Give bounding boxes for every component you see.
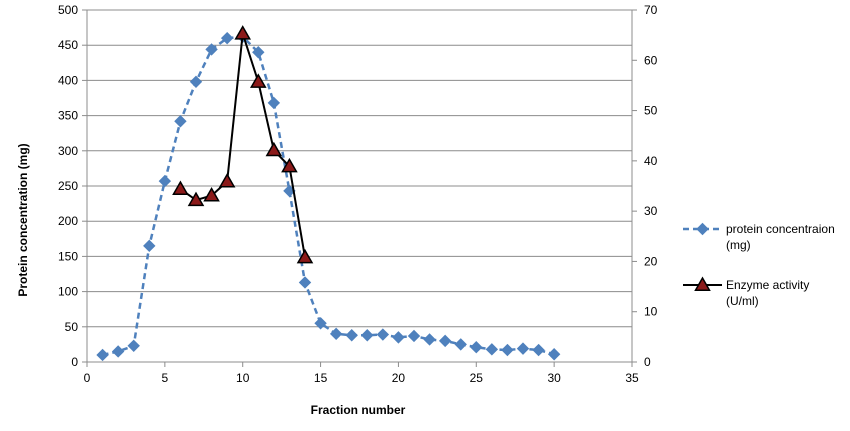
data-point xyxy=(407,329,421,343)
y-tick-label: 500 xyxy=(58,3,78,17)
y-tick-label: 100 xyxy=(58,285,78,299)
series-enzyme xyxy=(172,25,314,264)
data-point xyxy=(392,331,405,344)
series-layer xyxy=(96,25,561,362)
x-tick-label: 10 xyxy=(236,371,250,385)
data-point xyxy=(470,341,483,354)
y-tick-label: 450 xyxy=(58,38,78,52)
legend-item-protein: protein concentraion (mg) xyxy=(683,222,835,252)
data-point xyxy=(281,157,298,173)
data-point xyxy=(205,43,218,56)
data-point xyxy=(298,276,312,289)
data-point xyxy=(345,329,358,342)
data-point xyxy=(172,180,189,196)
data-point xyxy=(454,338,467,351)
gridlines xyxy=(87,9,632,328)
data-point xyxy=(532,343,545,357)
y-tick-label: 0 xyxy=(71,355,78,369)
series-protein xyxy=(96,30,561,362)
y-tick-label: 200 xyxy=(58,214,78,228)
x-tick-label: 15 xyxy=(314,371,328,385)
data-point xyxy=(296,248,314,264)
y2-tick-label: 70 xyxy=(644,3,658,17)
data-point xyxy=(252,46,265,59)
legend-label: Enzyme activity xyxy=(726,278,809,292)
data-point xyxy=(127,339,140,353)
data-point xyxy=(220,31,234,45)
y-tick-label: 250 xyxy=(58,179,78,193)
legend-label: (U/ml) xyxy=(726,294,759,308)
y2-tick-label: 20 xyxy=(644,254,658,268)
legend-label: (mg) xyxy=(726,238,751,252)
x-tick-label: 0 xyxy=(84,371,91,385)
data-point xyxy=(189,75,203,89)
data-point xyxy=(265,141,283,157)
x-tick-label: 5 xyxy=(162,371,169,385)
y2-tick-label: 0 xyxy=(644,355,651,369)
data-point xyxy=(694,276,711,291)
y2-tick-label: 40 xyxy=(644,154,658,168)
data-point xyxy=(361,329,374,342)
data-point xyxy=(249,73,267,88)
y2-axis-ticks: 0 10 20 30 40 50 60 70 xyxy=(632,3,658,369)
legend: protein concentraion (mg) Enzyme activity (… xyxy=(683,222,835,308)
x-tick-label: 20 xyxy=(392,371,406,385)
x-axis-title: Fraction number xyxy=(311,403,406,417)
y2-tick-label: 50 xyxy=(644,104,658,118)
x-tick-label: 35 xyxy=(625,371,639,385)
data-point xyxy=(314,317,327,330)
data-point xyxy=(203,187,220,202)
data-point xyxy=(143,239,156,253)
y-tick-label: 150 xyxy=(58,249,78,263)
data-point xyxy=(111,345,125,358)
data-point xyxy=(158,174,172,188)
data-point xyxy=(329,327,343,341)
y-tick-label: 350 xyxy=(58,109,78,123)
data-point xyxy=(696,222,709,236)
x-axis-ticks: 0 5 10 15 20 25 30 35 xyxy=(84,362,639,385)
series-line xyxy=(102,35,555,357)
data-point xyxy=(485,343,499,356)
y-tick-label: 50 xyxy=(65,320,79,334)
x-tick-label: 25 xyxy=(470,371,484,385)
y2-tick-label: 30 xyxy=(644,204,658,218)
data-point xyxy=(187,191,205,207)
y-axis-ticks: 0 50 100 150 200 250 300 350 400 450 500 xyxy=(58,3,87,369)
data-point xyxy=(174,115,187,128)
data-point xyxy=(234,25,252,40)
data-point xyxy=(218,172,236,188)
data-point xyxy=(501,343,514,357)
x-tick-label: 30 xyxy=(547,371,561,385)
data-point xyxy=(516,342,530,355)
y-axis-title: Protein concentration (mg) xyxy=(16,143,30,296)
data-point xyxy=(547,348,561,361)
legend-item-enzyme: Enzyme activity (U/ml) xyxy=(683,276,809,308)
data-point xyxy=(376,328,390,341)
data-point xyxy=(423,333,436,346)
series-line xyxy=(179,33,306,258)
data-point xyxy=(267,96,281,110)
data-point xyxy=(96,348,109,362)
y2-tick-label: 10 xyxy=(644,305,658,319)
y-tick-label: 400 xyxy=(58,73,78,87)
data-point xyxy=(438,334,452,348)
y-tick-label: 300 xyxy=(58,144,78,158)
y2-tick-label: 60 xyxy=(644,53,658,67)
legend-label: protein concentraion xyxy=(726,222,835,236)
